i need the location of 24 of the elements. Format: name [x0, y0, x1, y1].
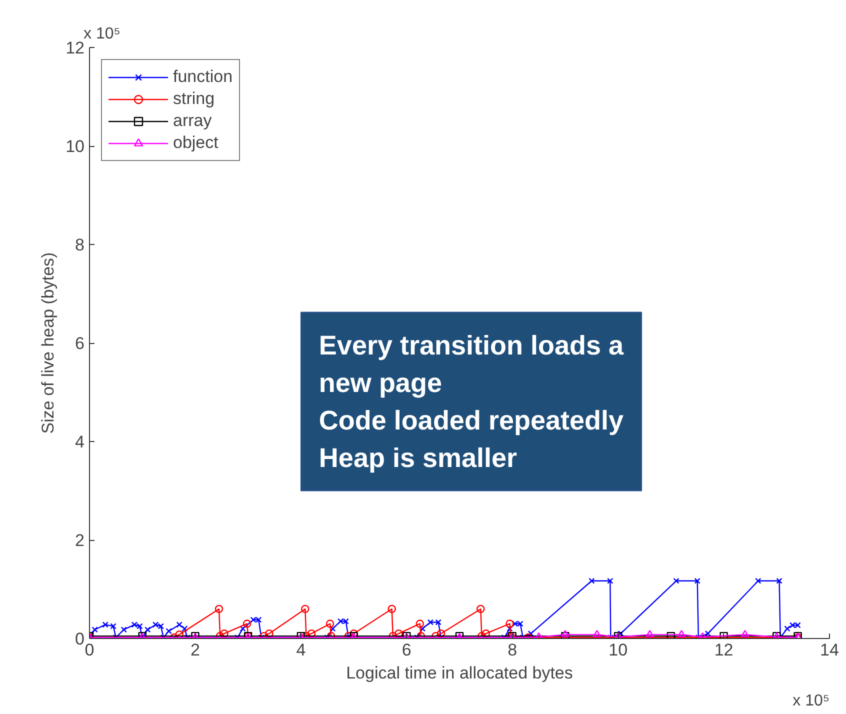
x-tick-label: 2: [190, 640, 200, 660]
legend-label: array: [173, 110, 212, 132]
x-tick-label: 8: [508, 640, 518, 660]
y-tick-label: 2: [75, 531, 85, 550]
legend-label: object: [173, 132, 218, 154]
x-tick-label: 14: [820, 640, 839, 660]
text: x 10⁵: [792, 692, 830, 710]
x-tick-label: 10: [608, 640, 628, 660]
y-axis-title: Size of live heap (bytes): [38, 252, 58, 434]
annotation: Code loaded repeatedly: [318, 405, 624, 436]
y-tick-label: 4: [75, 432, 85, 452]
x-tick-label: 6: [402, 640, 412, 660]
legend-label: function: [173, 66, 233, 88]
x-tick-label: 12: [714, 640, 734, 660]
y-tick-label: 10: [66, 137, 85, 156]
legend-label: string: [173, 88, 215, 110]
y-tick-label: 12: [66, 38, 85, 58]
text: x 10⁵: [84, 26, 120, 42]
annotation: Every transition loads a new page: [318, 330, 625, 398]
x-tick-label: 4: [296, 640, 306, 660]
annotation: Heap is smaller: [318, 442, 518, 473]
y-tick-label: 6: [75, 334, 85, 353]
y-tick-label: 8: [75, 236, 85, 254]
x-axis-title: Logical time in allocated bytes: [346, 664, 573, 682]
